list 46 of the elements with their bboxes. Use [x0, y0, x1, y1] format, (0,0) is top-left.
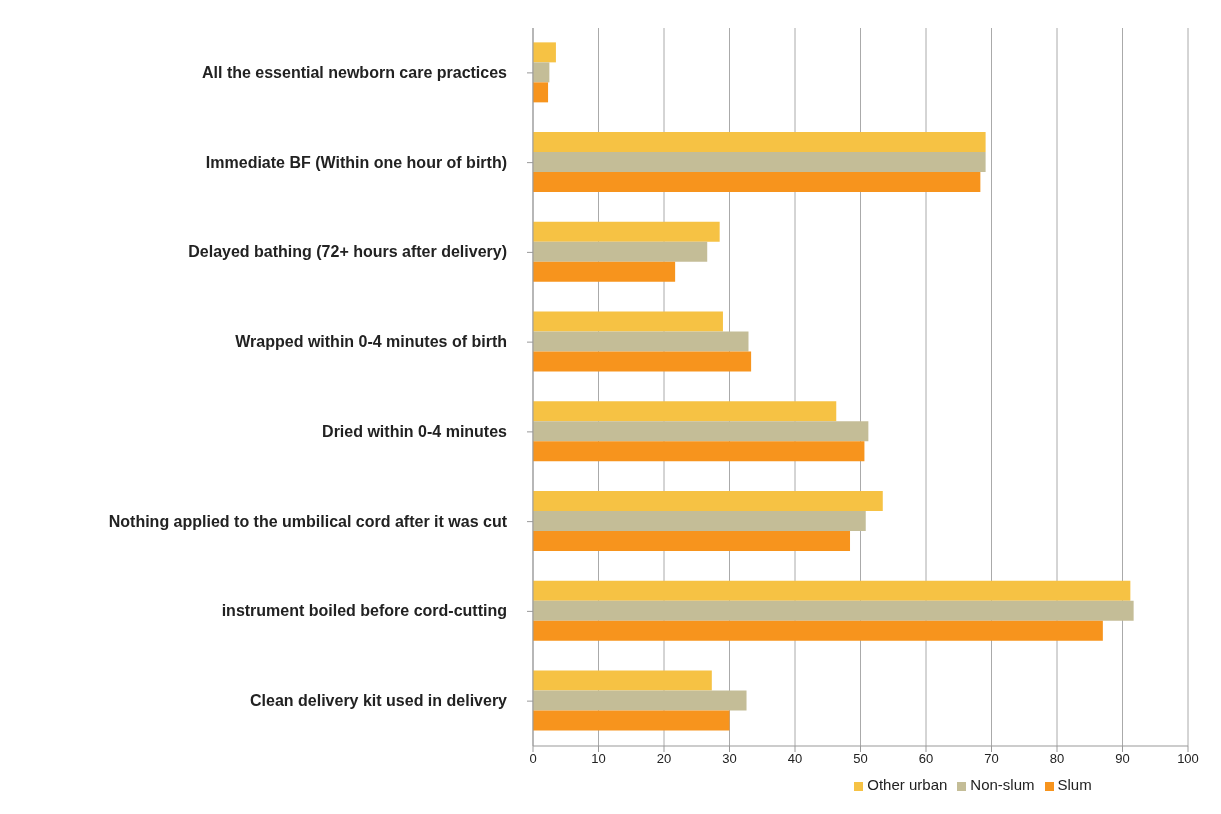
legend-label: Slum — [1057, 776, 1092, 793]
bar — [533, 710, 730, 731]
y-tick-label: Wrapped within 0-4 minutes of birth — [235, 333, 507, 351]
y-tick-label: Clean delivery kit used in delivery — [250, 692, 508, 710]
x-tick-label: 100 — [1177, 751, 1199, 767]
bar — [533, 221, 720, 242]
y-tick-label: instrument boiled before cord-cutting — [221, 602, 507, 620]
bar — [533, 441, 865, 462]
bar — [533, 600, 1134, 621]
x-tick-label: 30 — [722, 751, 737, 767]
bar — [533, 620, 1103, 641]
x-tick-label: 80 — [1049, 751, 1065, 767]
x-tick-label: 70 — [984, 751, 999, 767]
y-tick-label: All the essential newborn care practices — [201, 63, 508, 81]
x-tick-label: 60 — [918, 751, 934, 767]
legend-label: Non-slum — [970, 776, 1035, 793]
x-tick-label: 40 — [787, 751, 803, 767]
x-tick-label: 50 — [853, 751, 868, 767]
bar — [533, 261, 676, 282]
bar — [533, 132, 986, 153]
bar — [533, 152, 986, 173]
bar — [533, 241, 708, 262]
bar — [533, 311, 723, 332]
bar — [533, 351, 752, 372]
y-tick-label: Dried within 0-4 minutes — [322, 422, 508, 440]
x-tick-label: 0 — [529, 751, 537, 767]
bar — [533, 690, 747, 711]
bar — [533, 421, 869, 442]
legend-label: Other urban — [867, 776, 948, 793]
bar — [533, 62, 550, 83]
y-tick-label: Nothing applied to the umbilical cord after it was cut — [108, 512, 508, 530]
x-tick-label: 90 — [1115, 751, 1130, 767]
bar — [533, 491, 883, 512]
bar — [533, 580, 1131, 601]
x-tick-label: 20 — [656, 751, 672, 767]
bar — [533, 670, 712, 691]
y-tick-label: Delayed bathing (72+ hours after delivery) — [188, 243, 507, 261]
bar — [533, 82, 549, 103]
bar — [533, 172, 981, 193]
bar — [533, 531, 851, 552]
bar — [533, 511, 866, 532]
bar — [533, 331, 749, 352]
x-tick-label: 10 — [591, 751, 606, 767]
bar — [533, 42, 556, 63]
y-tick-label: Immediate BF (Within one hour of birth) — [205, 153, 507, 171]
bar — [533, 401, 837, 422]
